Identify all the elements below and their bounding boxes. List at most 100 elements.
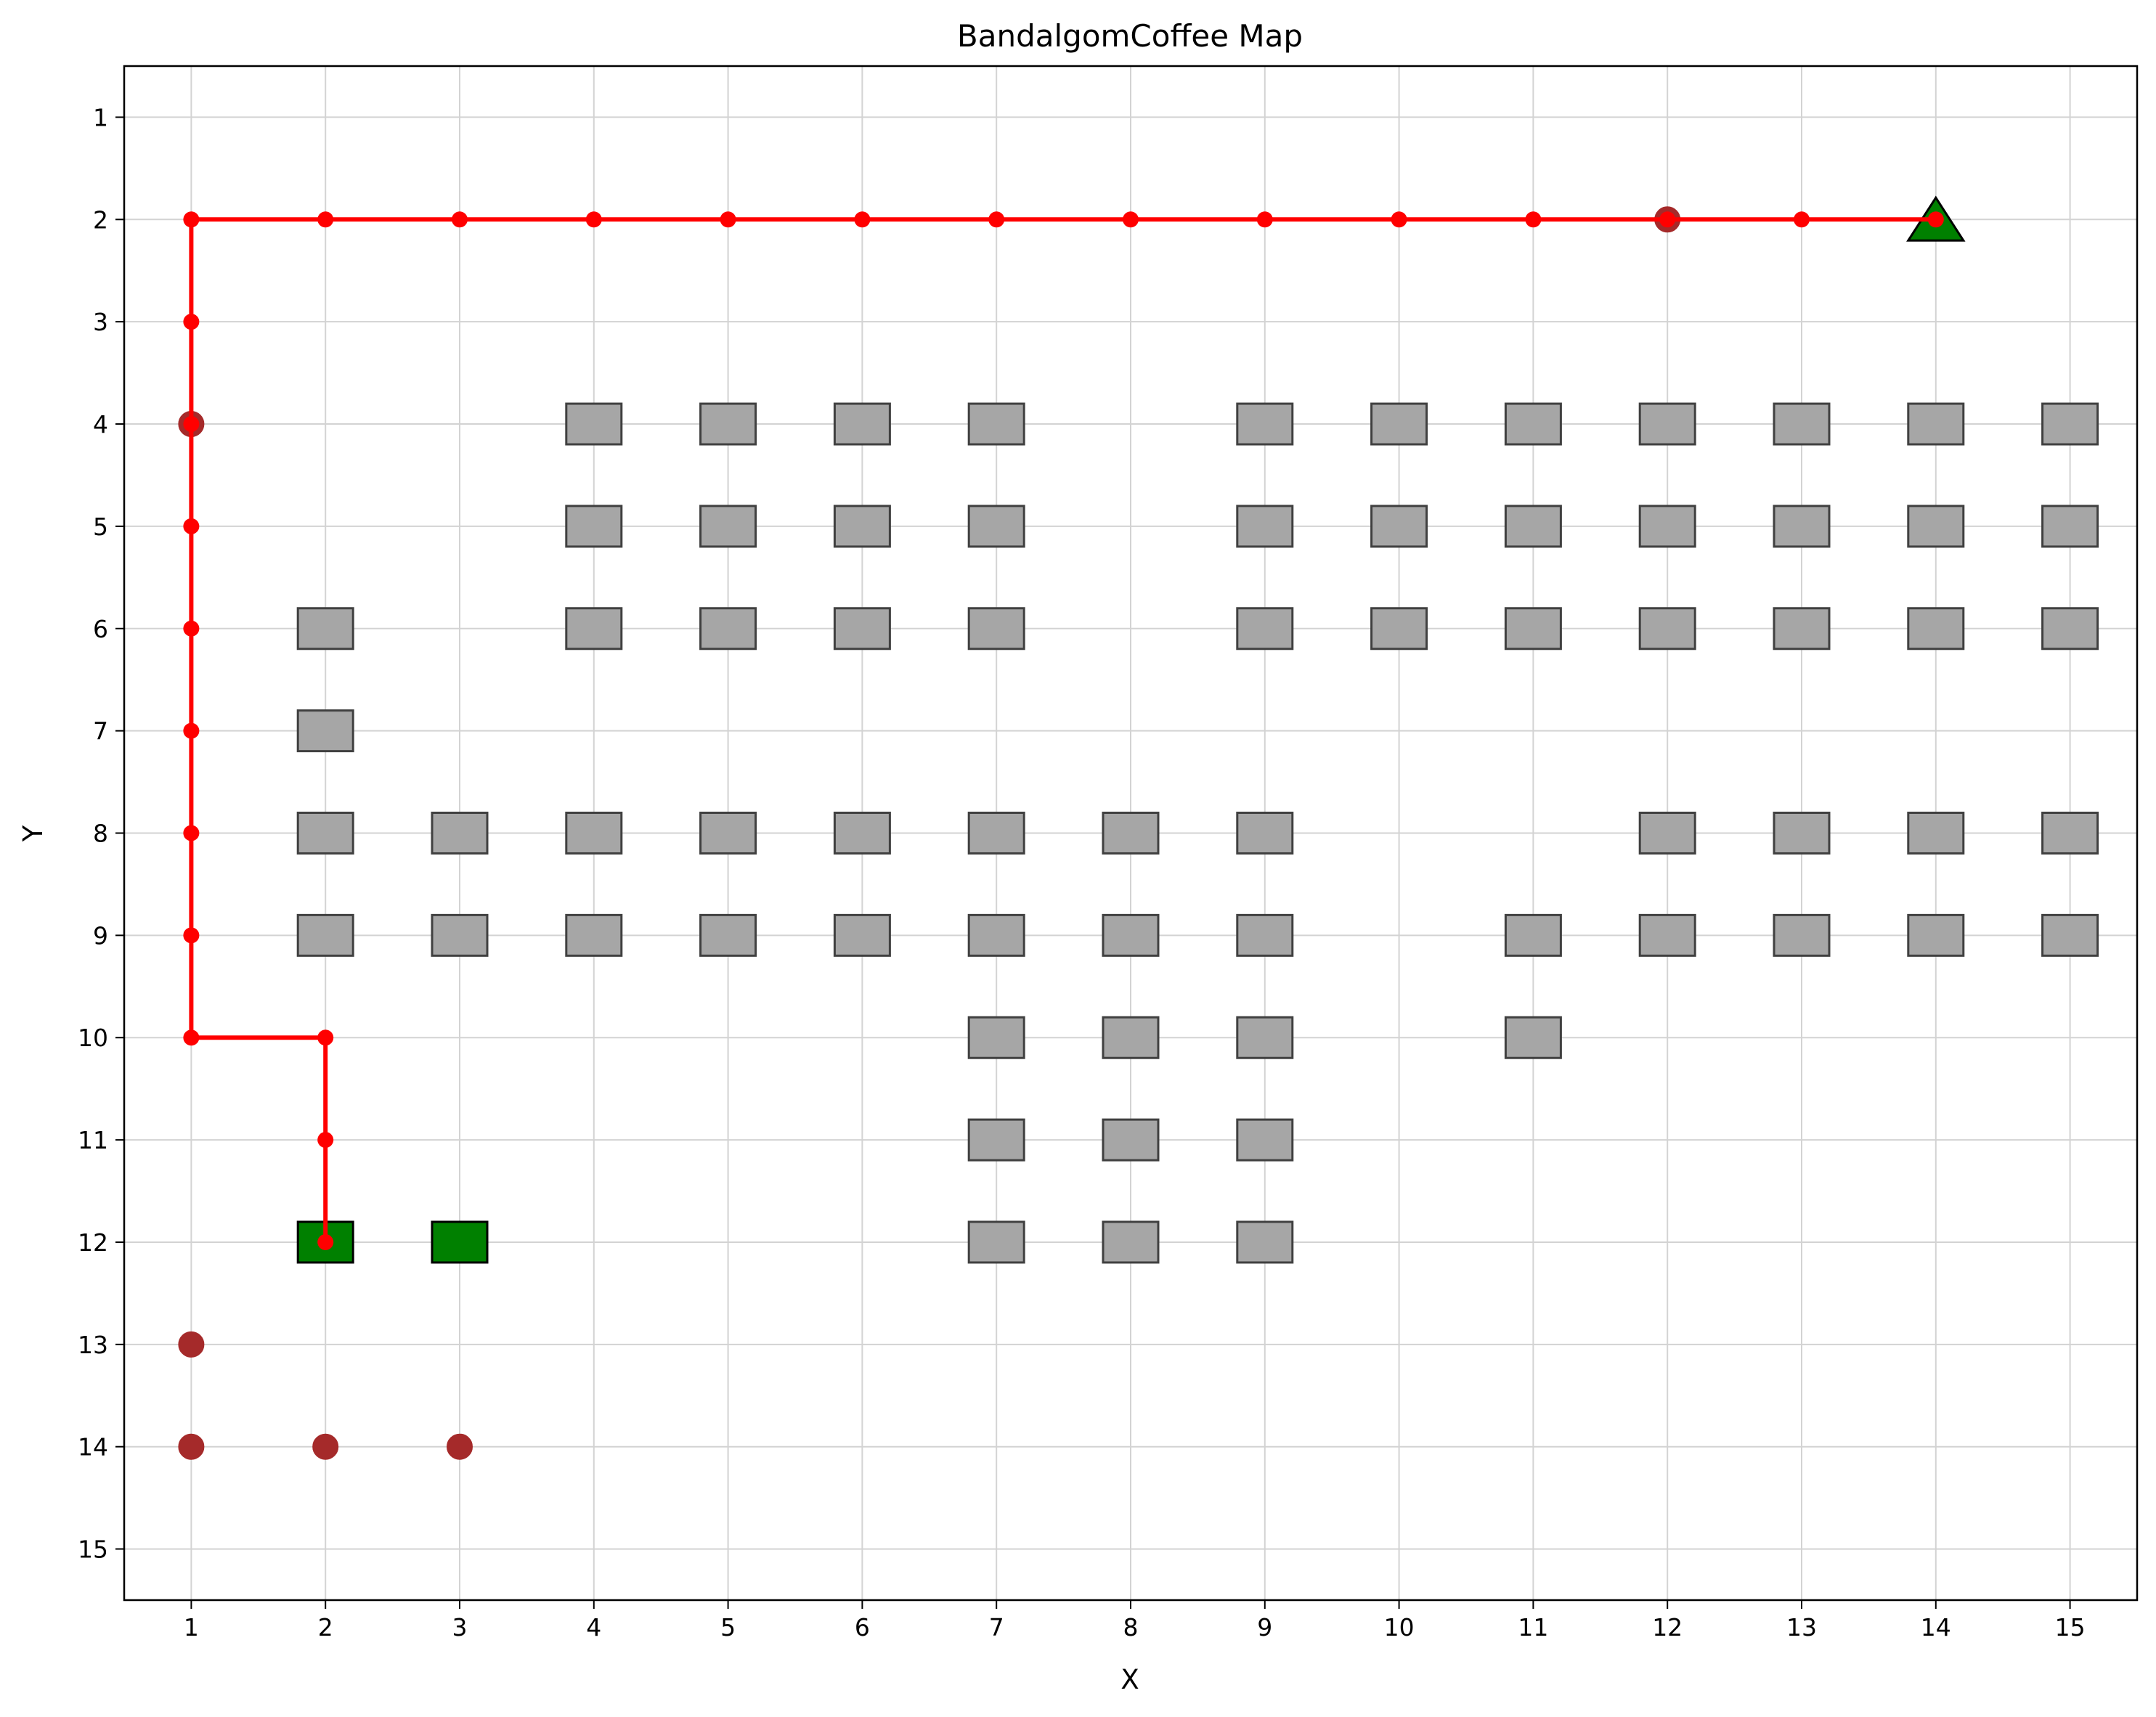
construction-marker [967, 812, 1025, 855]
construction-marker [1236, 812, 1294, 855]
construction-marker [1638, 505, 1696, 548]
construction-marker [1638, 402, 1696, 446]
construction-marker [699, 607, 757, 650]
construction-marker [699, 812, 757, 855]
path-point [720, 211, 736, 228]
y-tick-label: 15 [78, 1535, 108, 1564]
x-tick-label: 8 [1123, 1613, 1139, 1641]
construction-marker [1102, 812, 1160, 855]
construction-marker [1638, 913, 1696, 957]
path-point [183, 314, 200, 330]
construction-marker [1236, 1220, 1294, 1264]
construction-marker [2041, 505, 2099, 548]
construction-marker [967, 607, 1025, 650]
path-point [1256, 211, 1273, 228]
path-point [1123, 211, 1139, 228]
path-point [183, 927, 200, 944]
construction-marker [1907, 505, 1965, 548]
path-point [183, 620, 200, 637]
x-axis-label: X [1120, 1664, 1139, 1695]
construction-marker [1773, 402, 1831, 446]
path-point [585, 211, 602, 228]
x-tick-label: 13 [1786, 1613, 1817, 1641]
construction-marker [565, 402, 623, 446]
construction-marker [1504, 505, 1562, 548]
y-tick-label: 5 [93, 513, 108, 541]
construction-marker [565, 812, 623, 855]
x-tick-label: 5 [720, 1613, 736, 1641]
construction-marker [2041, 607, 2099, 650]
construction-marker [2041, 812, 2099, 855]
path-point [183, 1029, 200, 1046]
y-tick-label: 2 [93, 205, 108, 234]
y-tick-label: 7 [93, 717, 108, 746]
y-axis-label: Y [17, 825, 49, 842]
construction-marker [1236, 607, 1294, 650]
x-tick-label: 3 [452, 1613, 468, 1641]
x-tick-label: 9 [1257, 1613, 1272, 1641]
construction-marker [565, 607, 623, 650]
construction-marker [1504, 1016, 1562, 1059]
construction-marker [296, 812, 354, 855]
y-tick-label: 3 [93, 308, 108, 336]
construction-marker [1907, 607, 1965, 650]
construction-marker [1102, 1016, 1160, 1059]
chart-title: BandalgomCoffee Map [957, 18, 1303, 54]
x-tick-label: 14 [1921, 1613, 1951, 1641]
bandalgom-marker [178, 1331, 205, 1358]
x-tick-label: 15 [2055, 1613, 2086, 1641]
x-tick-label: 6 [855, 1613, 870, 1641]
x-tick-label: 10 [1384, 1613, 1415, 1641]
construction-marker [699, 913, 757, 957]
y-tick-label: 14 [78, 1433, 108, 1461]
construction-marker [1773, 913, 1831, 957]
construction-markers [296, 402, 2099, 1264]
bandalgom-marker [312, 1433, 339, 1460]
construction-marker [1773, 505, 1831, 548]
path-point [854, 211, 871, 228]
path-point [183, 825, 200, 841]
construction-marker [1102, 1118, 1160, 1162]
construction-marker [1773, 607, 1831, 650]
path-point [183, 518, 200, 534]
bandalgom-markers [178, 206, 1681, 1460]
path-point [183, 722, 200, 739]
path-point [1927, 211, 1944, 228]
x-tick-label: 2 [318, 1613, 333, 1641]
construction-marker [1102, 1220, 1160, 1264]
y-tick-label: 6 [93, 615, 108, 643]
path-point [317, 211, 334, 228]
construction-marker [565, 913, 623, 957]
x-tick-label: 11 [1518, 1613, 1548, 1641]
construction-marker [1907, 402, 1965, 446]
construction-marker [1370, 505, 1428, 548]
bandalgom-marker [178, 1433, 205, 1460]
construction-marker [967, 1016, 1025, 1059]
path-point [1794, 211, 1810, 228]
construction-marker [1907, 812, 1965, 855]
construction-marker [833, 913, 891, 957]
construction-marker [967, 1220, 1025, 1264]
path-point [988, 211, 1005, 228]
construction-marker [1773, 812, 1831, 855]
x-tick-label: 1 [184, 1613, 199, 1641]
construction-marker [1102, 913, 1160, 957]
construction-marker [1504, 913, 1562, 957]
construction-marker [431, 913, 489, 957]
construction-marker [967, 402, 1025, 446]
x-tick-label: 12 [1652, 1613, 1683, 1641]
mycoffee-marker [431, 1220, 489, 1264]
path-point [317, 1132, 334, 1149]
route-path [183, 211, 1944, 1250]
path-point [317, 1233, 334, 1250]
construction-marker [1504, 607, 1562, 650]
construction-marker [1236, 913, 1294, 957]
bandalgom-marker [447, 1433, 473, 1460]
construction-marker [967, 1118, 1025, 1162]
y-tick-label: 10 [78, 1024, 108, 1052]
construction-marker [1504, 402, 1562, 446]
x-tick-label: 4 [586, 1613, 601, 1641]
construction-marker [1907, 913, 1965, 957]
